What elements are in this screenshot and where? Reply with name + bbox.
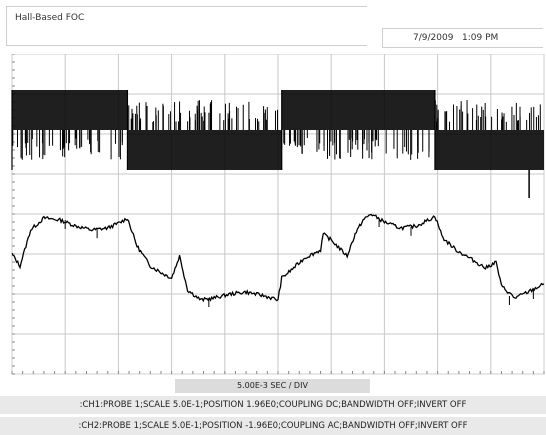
ch2-settings: :CH2:PROBE 1;SCALE 5.0E-1;POSITION -1.96…: [0, 417, 546, 435]
ch1-switching-block: [434, 130, 544, 170]
ch1-switching-block: [12, 90, 128, 130]
oscilloscope-display: [6, 54, 546, 376]
title-panel: Hall-Based FOC: [6, 6, 367, 46]
timebase-label: 5.00E-3 SEC / DIV: [175, 379, 370, 393]
ch1-switching-block: [281, 90, 435, 130]
ch2-trace: [11, 213, 545, 303]
chart-title: Hall-Based FOC: [15, 13, 85, 23]
ch1-switching-block: [127, 130, 282, 170]
capture-datetime: 7/9/2009 1:09 PM: [413, 33, 499, 43]
date-panel: 7/9/2009 1:09 PM: [382, 28, 543, 48]
ch1-settings: :CH1:PROBE 1;SCALE 5.0E-1;POSITION 1.96E…: [0, 396, 546, 414]
waveform-plot: [11, 54, 545, 375]
